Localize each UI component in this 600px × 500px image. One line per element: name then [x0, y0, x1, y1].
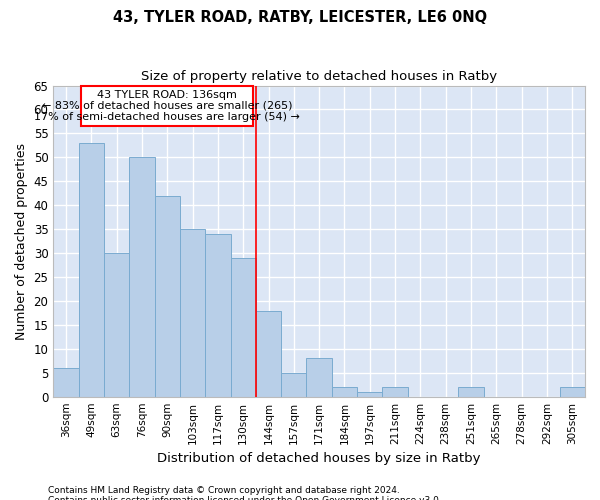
- Bar: [560, 387, 585, 396]
- Bar: [79, 143, 104, 397]
- Bar: [104, 253, 129, 396]
- Text: ← 83% of detached houses are smaller (265): ← 83% of detached houses are smaller (26…: [42, 101, 292, 111]
- Y-axis label: Number of detached properties: Number of detached properties: [15, 142, 28, 340]
- Text: 43 TYLER ROAD: 136sqm: 43 TYLER ROAD: 136sqm: [97, 90, 237, 100]
- Bar: [230, 258, 256, 396]
- Text: Contains HM Land Registry data © Crown copyright and database right 2024.: Contains HM Land Registry data © Crown c…: [48, 486, 400, 495]
- Text: 17% of semi-detached houses are larger (54) →: 17% of semi-detached houses are larger (…: [34, 112, 300, 122]
- Bar: [180, 229, 205, 396]
- Bar: [458, 387, 484, 396]
- Text: Contains public sector information licensed under the Open Government Licence v3: Contains public sector information licen…: [48, 496, 442, 500]
- Title: Size of property relative to detached houses in Ratby: Size of property relative to detached ho…: [141, 70, 497, 83]
- Bar: [281, 372, 307, 396]
- Bar: [81, 86, 253, 126]
- Bar: [332, 387, 357, 396]
- Bar: [256, 310, 281, 396]
- Text: 43, TYLER ROAD, RATBY, LEICESTER, LE6 0NQ: 43, TYLER ROAD, RATBY, LEICESTER, LE6 0N…: [113, 10, 487, 25]
- Bar: [129, 158, 155, 396]
- Bar: [307, 358, 332, 397]
- Bar: [357, 392, 382, 396]
- Bar: [53, 368, 79, 396]
- Bar: [155, 196, 180, 396]
- X-axis label: Distribution of detached houses by size in Ratby: Distribution of detached houses by size …: [157, 452, 481, 465]
- Bar: [205, 234, 230, 396]
- Bar: [382, 387, 408, 396]
